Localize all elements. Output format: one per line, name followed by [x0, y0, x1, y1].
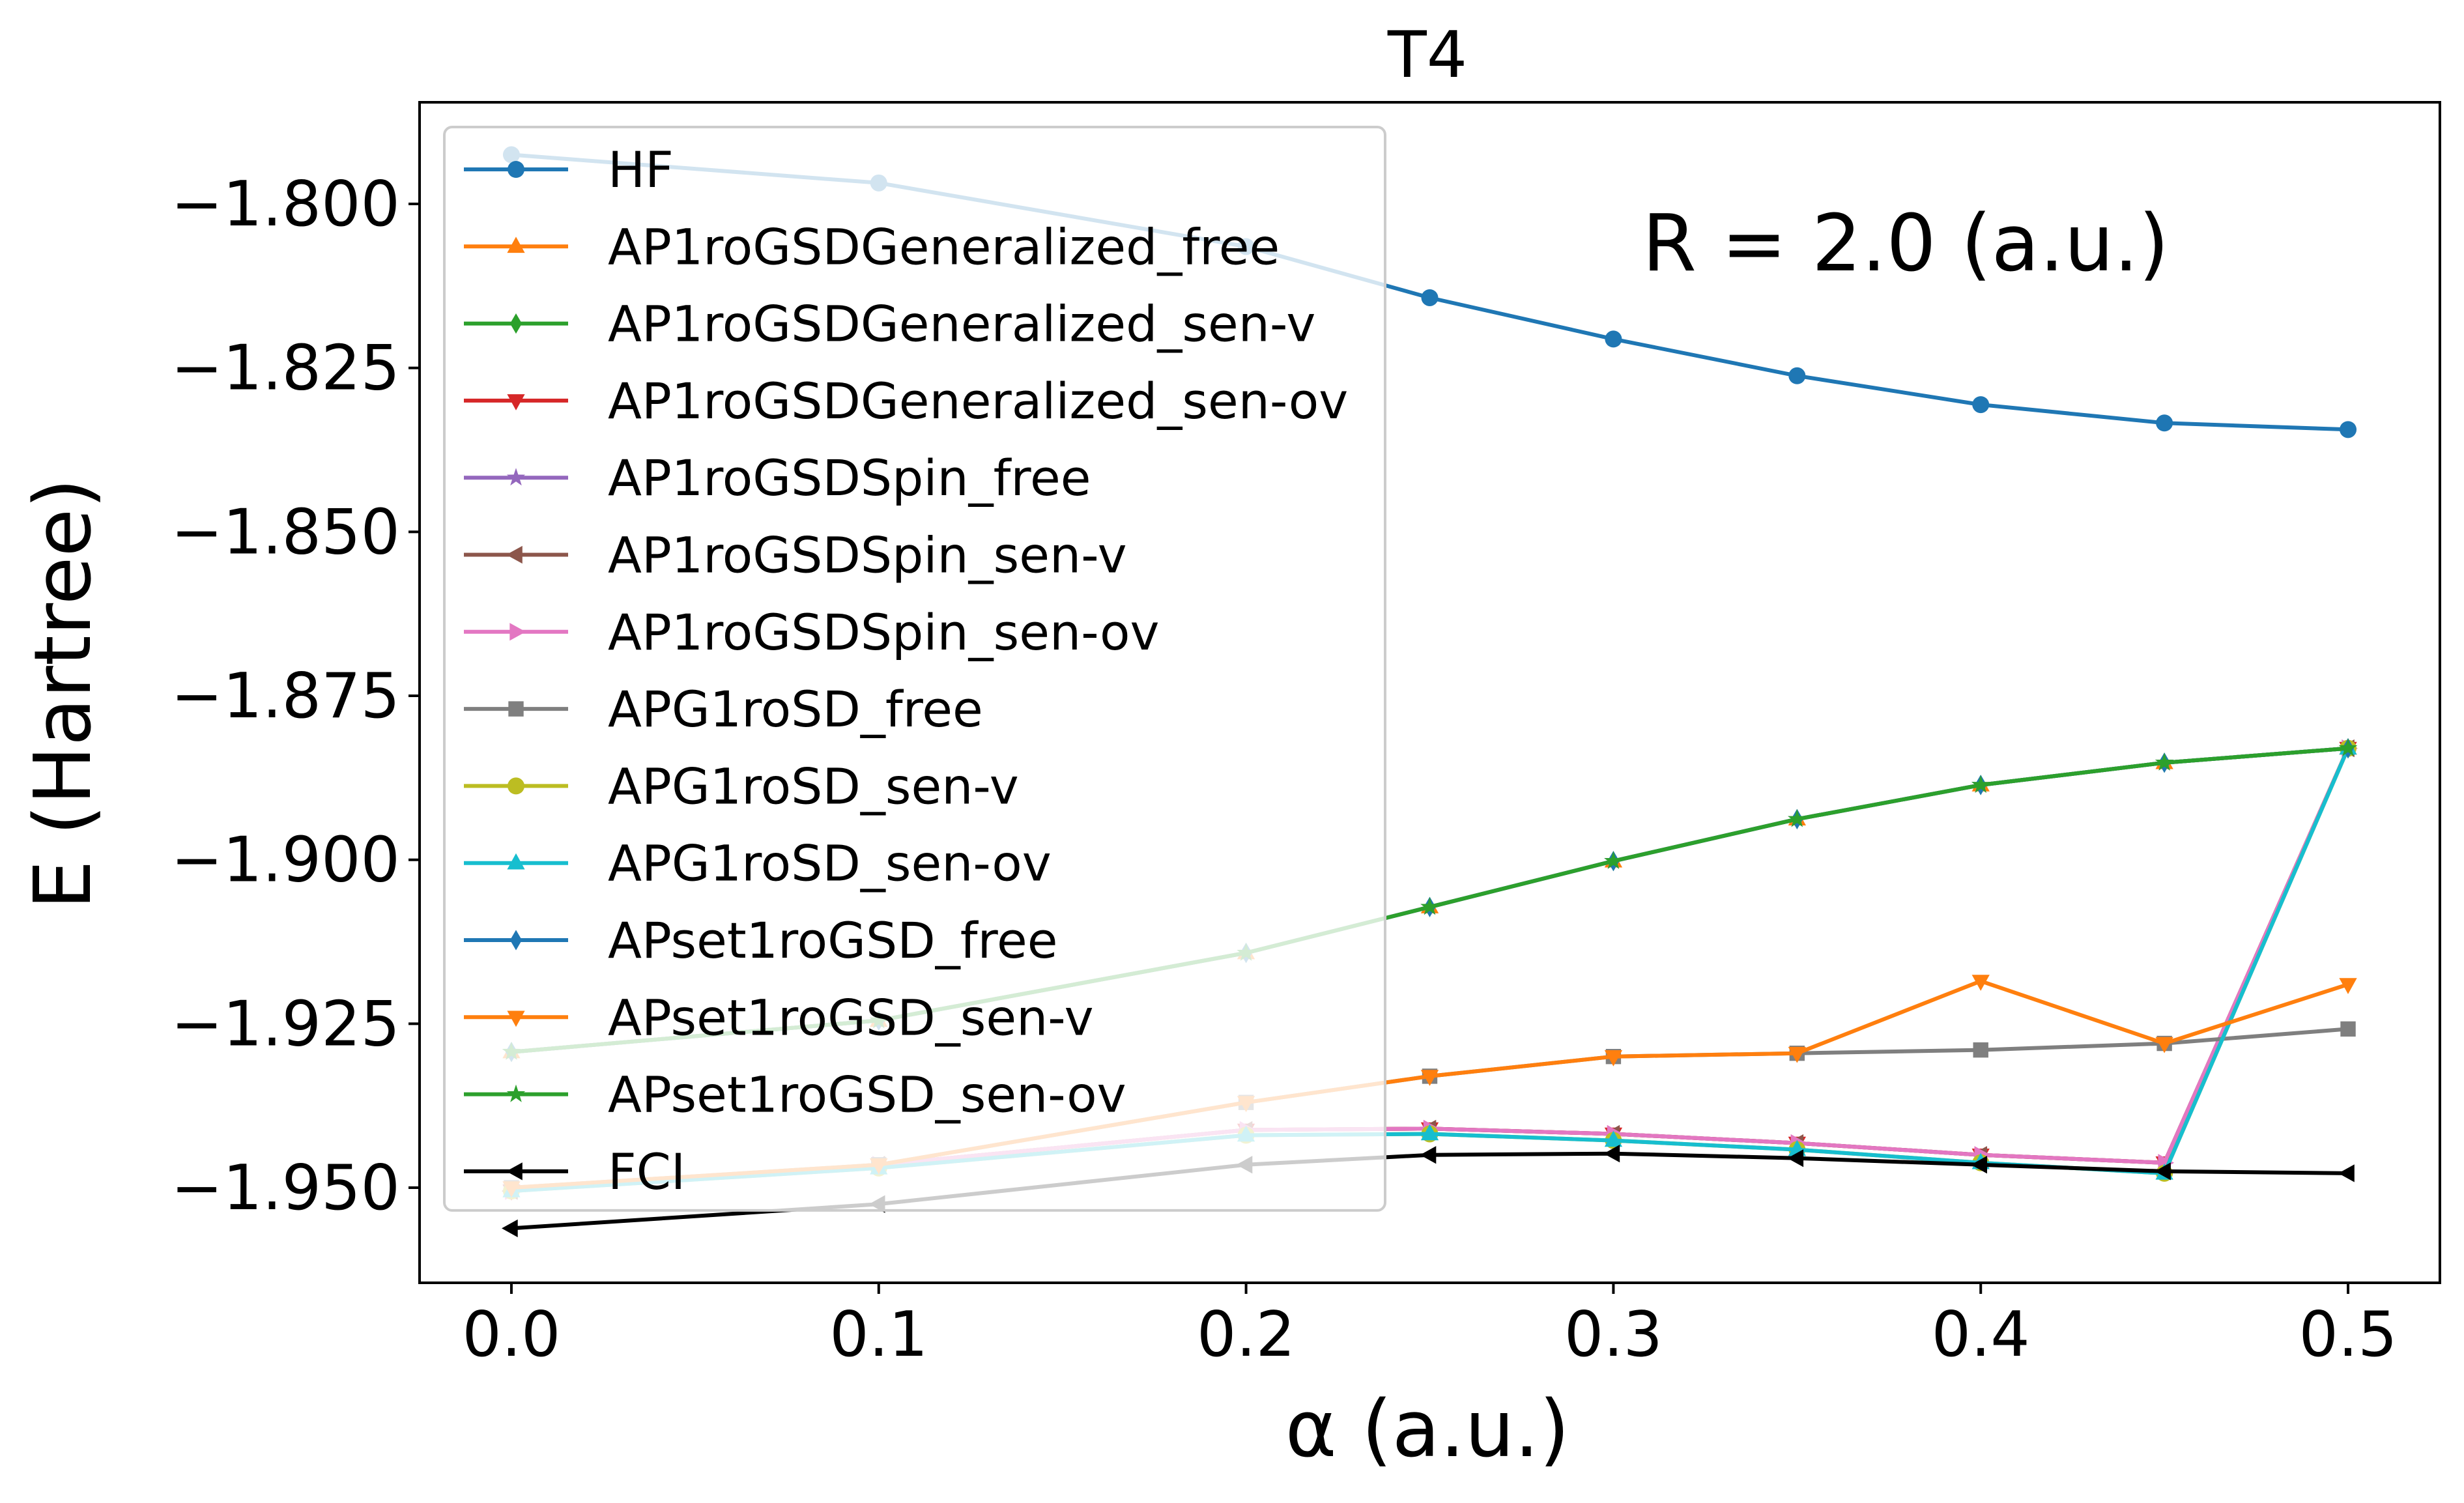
data-point-fci [1787, 1149, 1804, 1167]
x-tick-label: 0.0 [462, 1299, 560, 1371]
data-point-fci [1971, 1156, 1987, 1174]
legend-item-apset1rogsd-sen-v: APset1roGSD_sen-v [464, 988, 1094, 1046]
x-tick-label: 0.5 [2299, 1299, 2397, 1371]
legend-item-ap1rogsdspin-sen-v: AP1roGSDSpin_sen-v [464, 526, 1127, 584]
y-tick-label: −1.900 [171, 825, 400, 896]
annotation-text: R = 2.0 (a.u.) [1642, 199, 2170, 289]
data-point-fci [1603, 1145, 1620, 1163]
y-tick-label: −1.875 [171, 661, 400, 732]
data-point-fci [2338, 1164, 2355, 1182]
y-tick-label: −1.850 [171, 496, 400, 568]
data-point-apg1rosd-sen-ov [1604, 1130, 1623, 1147]
y-axis: −1.800 −1.825 −1.850 −1.875 −1.900 −1.925 −1.9… [171, 169, 420, 1224]
legend-label: FCI [608, 1143, 685, 1201]
legend-item-apg1rosd-sen-v: APG1roSD_sen-v [464, 757, 1019, 815]
x-axis-label: α (a.u.) [1285, 1384, 1570, 1475]
data-point-apset1rogsd-sen-ov [1788, 809, 1807, 827]
data-point-apset1rogsd-sen-v [2155, 1037, 2173, 1053]
x-tick-label: 0.2 [1197, 1299, 1295, 1371]
legend-item-fci: FCI [464, 1143, 685, 1201]
legend-item-hf: HF [464, 141, 674, 199]
data-point-fci [502, 1219, 518, 1238]
data-point-apset1rogsd-sen-v [1604, 1050, 1623, 1066]
legend-label: AP1roGSDGeneralized_free [608, 218, 1280, 276]
data-point-apset1rogsd-sen-ov [1971, 775, 1990, 793]
legend-item-ap1rogsdgeneralized-sen-ov: AP1roGSDGeneralized_sen-ov [464, 372, 1348, 430]
data-point-hf [2156, 414, 2173, 432]
legend-marker [508, 701, 524, 717]
legend-marker [506, 1162, 523, 1181]
data-point-hf [1421, 289, 1439, 306]
data-point-hf [1788, 367, 1806, 384]
legend-marker [506, 1084, 526, 1102]
y-tick-label: −1.825 [171, 333, 400, 405]
legend-label: HF [608, 141, 674, 199]
data-point-apg1rosd-free [2340, 1021, 2356, 1037]
y-tick-label: −1.950 [171, 1152, 400, 1224]
legend-marker [509, 930, 523, 951]
legend-label: AP1roGSDSpin_free [608, 449, 1091, 507]
legend-label: APG1roSD_free [608, 680, 983, 738]
y-tick-label: −1.800 [171, 169, 400, 240]
data-point-apset1rogsd-sen-v [1420, 1070, 1439, 1086]
legend-item-apg1rosd-free: APG1roSD_free [464, 680, 983, 738]
legend-marker [509, 623, 526, 641]
x-axis: 0.0 0.1 0.2 0.3 0.4 0.5 [462, 1283, 2398, 1371]
data-point-hf [1972, 396, 1990, 414]
legend-label: AP1roGSDSpin_sen-ov [608, 603, 1160, 661]
legend-box [443, 126, 1386, 1212]
legend-marker [507, 853, 525, 870]
data-point-hf [1605, 330, 1622, 348]
x-tick-label: 0.1 [829, 1299, 928, 1371]
legend-marker [508, 161, 524, 178]
legend-item-ap1rogsdgeneralized-sen-v: AP1roGSDGeneralized_sen-v [464, 295, 1315, 353]
chart-title: T4 [1387, 18, 1467, 93]
legend: HF AP1roGSDGeneralized_free AP1roGSDGenera… [443, 126, 1386, 1212]
x-tick-label: 0.4 [1932, 1299, 2030, 1371]
data-point-apset1rogsd-sen-v [1971, 975, 1990, 991]
data-point-apset1rogsd-sen-ov [2338, 738, 2358, 756]
data-point-fci [1420, 1146, 1437, 1164]
data-point-fci [2155, 1162, 2171, 1181]
data-point-apg1rosd-sen-ov [1420, 1124, 1439, 1141]
data-point-apset1rogsd-sen-ov [1604, 851, 1623, 869]
data-point-hf [2340, 421, 2357, 438]
legend-label: APset1roGSD_free [608, 911, 1058, 969]
legend-marker [507, 236, 525, 253]
legend-marker [506, 468, 526, 486]
legend-item-ap1rogsdspin-free: AP1roGSDSpin_free [464, 449, 1091, 507]
legend-item-apset1rogsd-sen-ov: APset1roGSD_sen-ov [464, 1066, 1126, 1124]
legend-label: APG1roSD_sen-ov [608, 835, 1052, 893]
legend-label: APG1roSD_sen-v [608, 757, 1019, 815]
legend-item-ap1rogsdspin-sen-ov: AP1roGSDSpin_sen-ov [464, 603, 1160, 661]
legend-label: AP1roGSDSpin_sen-v [608, 526, 1127, 584]
data-point-apg1rosd-free [1973, 1042, 1988, 1058]
legend-marker [509, 313, 523, 334]
legend-marker [507, 1010, 525, 1027]
x-tick-label: 0.3 [1564, 1299, 1663, 1371]
data-point-apset1rogsd-sen-ov [1420, 897, 1439, 915]
legend-label: APset1roGSD_sen-ov [608, 1066, 1126, 1124]
legend-marker [508, 777, 524, 795]
legend-item-ap1rogsdgeneralized-free: AP1roGSDGeneralized_free [464, 218, 1280, 276]
legend-item-apset1rogsd-free: APset1roGSD_free [464, 911, 1058, 969]
legend-label: AP1roGSDGeneralized_sen-v [608, 295, 1315, 353]
data-point-apset1rogsd-sen-v [2339, 978, 2357, 994]
legend-marker [506, 545, 523, 564]
data-point-apset1rogsd-sen-v [1788, 1046, 1806, 1063]
legend-marker [507, 394, 525, 410]
y-axis-label: E (Hartree) [18, 478, 109, 909]
legend-item-apg1rosd-sen-ov: APG1roSD_sen-ov [464, 835, 1052, 893]
legend-label: AP1roGSDGeneralized_sen-ov [608, 372, 1348, 430]
data-point-apset1rogsd-sen-ov [2155, 752, 2174, 771]
plot-frame [418, 101, 2441, 1284]
y-tick-label: −1.925 [171, 988, 400, 1060]
legend-label: APset1roGSD_sen-v [608, 988, 1094, 1046]
